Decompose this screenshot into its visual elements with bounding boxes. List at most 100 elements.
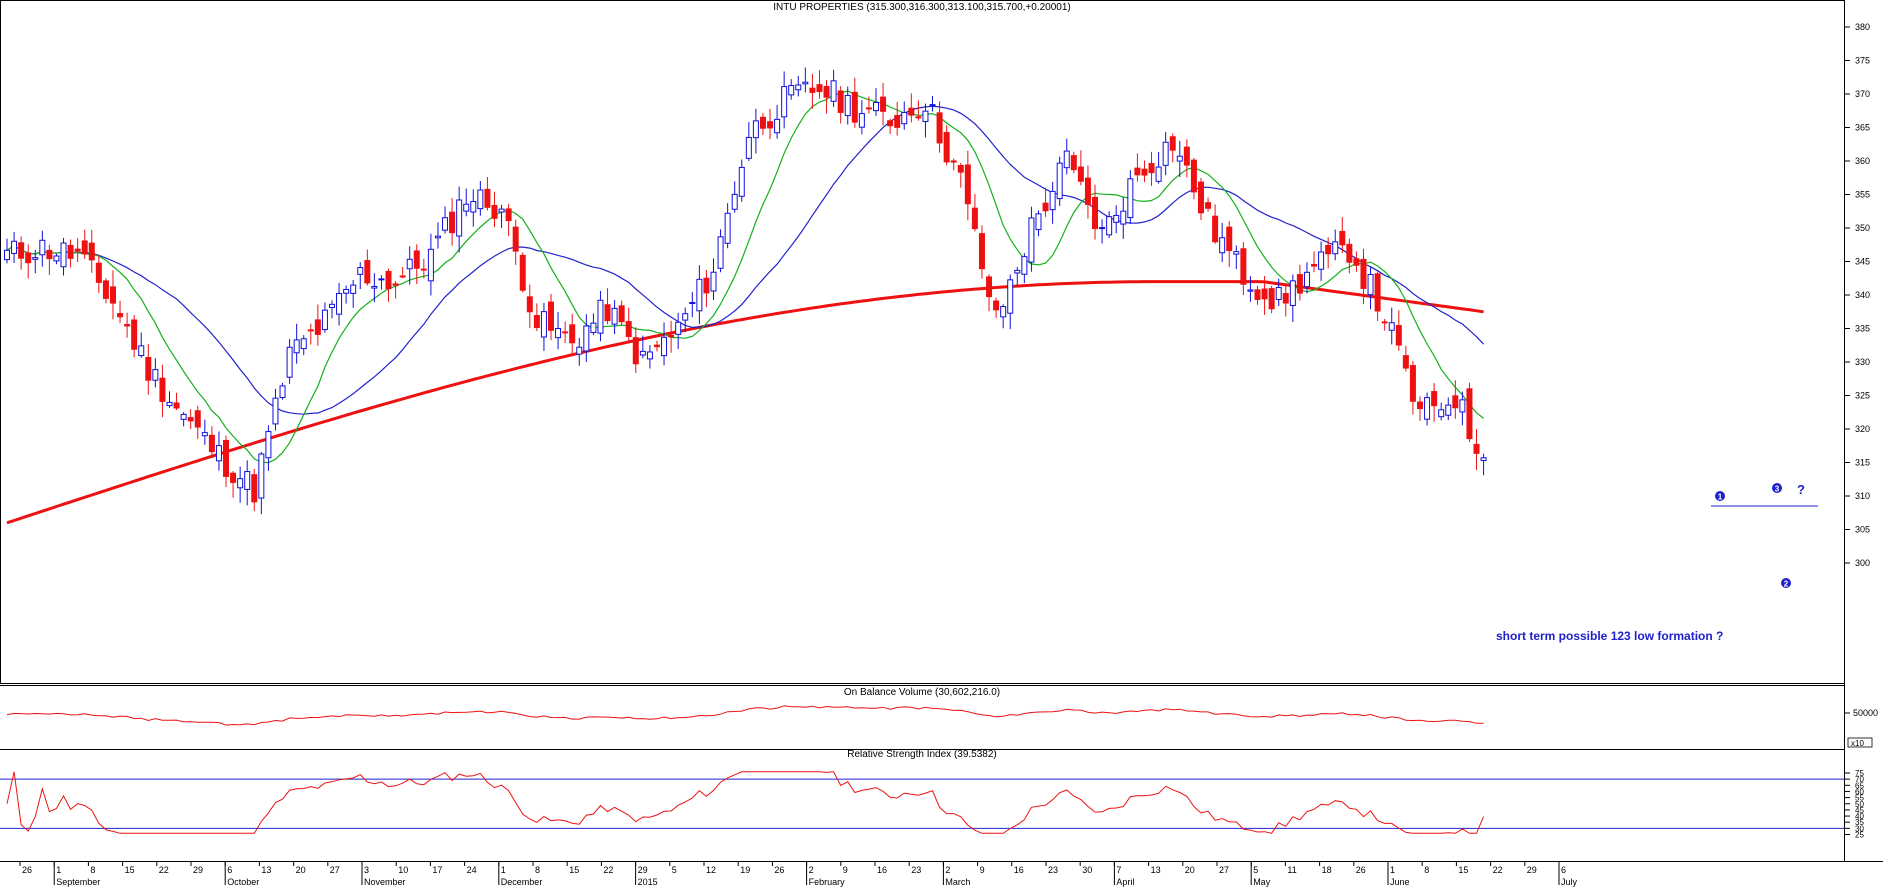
candle [251,474,258,503]
annotation-point-1-marker [1715,491,1725,501]
candle [653,344,660,348]
candle [1346,243,1353,263]
candle [929,104,936,107]
x-day-label: 6 [227,865,232,875]
candle [597,299,604,334]
candle [957,164,964,173]
candle [569,324,576,344]
candle [1084,177,1091,205]
obv-series [6,705,1484,726]
price-tick-label: 325 [1855,391,1870,401]
candle [639,350,646,356]
price-tick-label: 315 [1855,458,1870,468]
candle [1360,258,1367,289]
rsi-tick-label: 55 [1855,794,1864,803]
candle [533,315,540,329]
candle [540,311,547,338]
candle [1261,288,1268,300]
rsi-tick-label: 60 [1855,787,1864,796]
obv-tick-label: 50000 [1853,708,1878,718]
candle [477,189,484,210]
candle [314,319,321,335]
candle [703,277,710,294]
candle [1438,409,1445,418]
x-month-label: 2015 [638,877,658,887]
candle [1240,248,1247,285]
ma-short-line [6,90,1484,464]
price-tick-label: 320 [1855,424,1870,434]
candle [1466,388,1473,440]
candle [152,369,159,381]
x-day-label: 9 [980,865,985,875]
candle [1233,251,1240,255]
candle [11,240,18,254]
x-day-label: 20 [296,865,306,875]
candle [943,132,950,163]
candle [413,250,420,269]
obv-scale-box [1847,737,1873,748]
rsi-tick-label: 70 [1855,775,1864,784]
price-tick-label: 340 [1855,290,1870,300]
candle [555,327,562,339]
rsi-bands [0,778,1844,829]
candle [1459,399,1466,413]
candle [124,323,131,327]
moving-average-short [6,90,1484,464]
annotation-point-3-marker [1772,483,1782,493]
candle [194,410,201,428]
candle [752,120,759,139]
candle [880,96,887,112]
candle [1049,190,1056,211]
candle [1014,269,1021,274]
candle [1374,273,1381,312]
x-day-label: 12 [706,865,716,875]
candle [936,112,943,144]
rsi-tick-label: 35 [1855,818,1864,827]
x-day-label: 16 [1014,865,1024,875]
candle [4,249,10,261]
rsi-tick-label: 50 [1855,800,1864,809]
obv-line [6,705,1484,726]
candle [109,286,116,304]
price-tick-label: 335 [1855,324,1870,334]
x-month-label: April [1116,877,1134,887]
candle [406,258,413,270]
x-day-label: 15 [125,865,135,875]
candle [1254,289,1261,300]
x-month-label: March [945,877,970,887]
candle [1296,274,1303,294]
candle [1339,230,1346,246]
candle [802,81,809,85]
x-day-label: 29 [638,865,648,875]
x-day-label: 22 [603,865,613,875]
x-day-label: 8 [1424,865,1429,875]
annotation-point-3: 3 [1775,485,1780,494]
x-day-label: 9 [843,865,848,875]
candle [1268,288,1275,310]
candle [1141,168,1148,176]
candle [1409,365,1416,402]
x-day-label: 30 [1082,865,1092,875]
candle [505,208,512,222]
price-tick-label: 355 [1855,190,1870,200]
x-day-label: 5 [1253,865,1258,875]
x-day-label: 5 [672,865,677,875]
price-tick-label: 370 [1855,89,1870,99]
candle [894,115,901,128]
price-tick-label: 360 [1855,156,1870,166]
x-day-label: 26 [1356,865,1366,875]
x-day-label: 27 [330,865,340,875]
candle [950,160,957,163]
candle [173,402,180,409]
candle [1452,395,1459,409]
candle [809,87,816,93]
x-day-label: 2 [809,865,814,875]
candle [328,303,335,308]
candle [180,413,187,420]
x-day-label: 13 [261,865,271,875]
candle [307,329,314,332]
candle [1056,162,1063,200]
candle [1092,196,1099,230]
candle [159,377,166,402]
candle [1155,166,1162,182]
